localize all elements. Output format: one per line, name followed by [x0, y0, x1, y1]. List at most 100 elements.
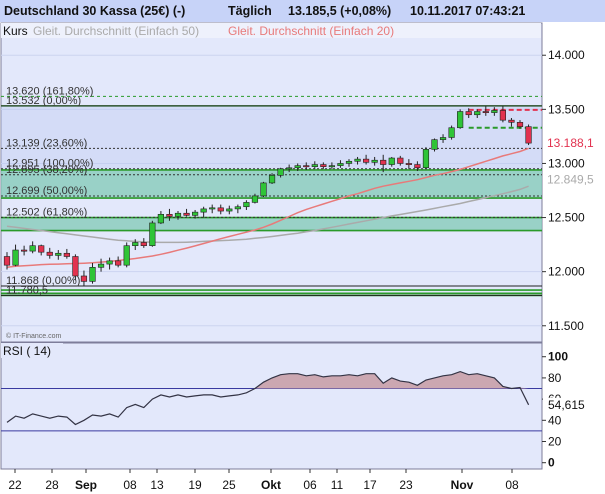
rsi-y-tick-label: 0: [548, 456, 555, 470]
x-tick-label: 28: [45, 478, 59, 492]
candle-body: [474, 111, 481, 116]
candle-body: [260, 182, 267, 197]
candle: [260, 181, 267, 197]
candle-body: [380, 159, 387, 165]
candle: [286, 164, 293, 173]
candle: [20, 245, 28, 256]
price-tag-bg: [543, 172, 605, 187]
candle: [63, 248, 70, 259]
candle-body: [499, 110, 507, 121]
rsi-panel: [0, 342, 543, 470]
candle: [243, 200, 250, 210]
candle: [525, 124, 532, 146]
candle-body: [209, 207, 216, 210]
candle-body: [234, 206, 241, 210]
candle: [414, 161, 421, 172]
price-tag: 12.849,5: [547, 173, 594, 187]
candle-body: [20, 249, 28, 252]
candle-body: [345, 160, 353, 164]
candle: [3, 252, 11, 270]
y-tick-label: 13.000: [548, 156, 585, 170]
candle: [166, 208, 173, 221]
rsi-price-tag-bg: [543, 397, 603, 412]
x-tick-label: 13: [150, 478, 164, 492]
x-tick-label: 25: [222, 478, 236, 492]
candle: [97, 258, 105, 272]
header-datetime: 10.11.2017 07:43:21: [410, 4, 525, 18]
candle: [337, 160, 344, 168]
candle: [29, 241, 36, 254]
candle: [405, 159, 412, 169]
header-quote: 13.185,5 (+0,08%): [288, 4, 391, 18]
candle: [491, 107, 498, 116]
candle: [431, 138, 438, 152]
candle-body: [226, 208, 233, 212]
candle-body: [192, 211, 199, 216]
candle: [200, 206, 207, 218]
candle: [106, 257, 113, 270]
x-tick-label: Okt: [261, 478, 281, 492]
candle: [474, 109, 481, 118]
header-instrument: Deutschland 30 Kassa (25€) (-): [4, 4, 185, 18]
candle: [268, 173, 276, 185]
price-tag-bg: [543, 136, 605, 151]
legend-bar: [1, 23, 541, 38]
legend-sma50: Gleit. Durchschnitt (Einfach 50): [33, 24, 199, 38]
candle: [46, 247, 53, 259]
candle-body: [166, 214, 173, 217]
candle-body: [303, 165, 310, 168]
candle-body: [414, 164, 421, 169]
y-tick-label: 12.000: [548, 265, 585, 279]
x-tick-label: 11: [331, 478, 344, 492]
x-tick-label: 19: [188, 478, 202, 492]
candle: [115, 256, 122, 268]
rsi-label-bg: [1, 343, 63, 358]
candle-body: [268, 175, 276, 184]
candle: [89, 263, 96, 284]
candle: [226, 205, 233, 215]
x-tick-label: Nov: [451, 478, 474, 492]
candle: [457, 109, 464, 129]
price-tag: 13.188,1: [547, 136, 594, 150]
candle-body: [140, 242, 147, 246]
y-tick-label: 14.000: [548, 48, 585, 62]
candle: [72, 254, 79, 281]
candle: [132, 239, 139, 251]
candle: [354, 156, 361, 165]
x-tick-label: 06: [303, 478, 317, 492]
candle-body: [311, 164, 318, 167]
candle: [388, 156, 395, 167]
candle-body: [80, 275, 88, 282]
candle-body: [3, 256, 11, 266]
candle: [320, 162, 327, 169]
rsi-y-tick-label: 100: [548, 350, 568, 364]
candle: [140, 238, 147, 248]
sma50-line: [6, 185, 529, 244]
candle: [516, 120, 524, 129]
rsi-price-tag: 54,615: [548, 398, 585, 412]
header-bar: [0, 0, 605, 22]
candle-body: [243, 202, 250, 208]
sma20-line: [6, 147, 529, 269]
candle-body: [277, 168, 284, 176]
candle: [183, 208, 190, 217]
candle-body: [183, 212, 190, 216]
candle-body: [97, 263, 105, 268]
candle-body: [46, 251, 53, 256]
fib-zone: [1, 169, 542, 199]
candle-body: [55, 252, 62, 256]
candle-body: [286, 167, 293, 170]
fib-level-label: 11.868 (0,00%): [6, 275, 80, 287]
candle-body: [72, 256, 79, 277]
candle-body: [457, 111, 464, 129]
candle-body: [12, 249, 19, 266]
candle: [174, 211, 182, 220]
candle: [251, 193, 259, 204]
candle: [311, 161, 318, 169]
x-tick-label: 08: [123, 478, 137, 492]
candle-body: [115, 260, 122, 266]
candle: [149, 220, 156, 247]
candle-body: [29, 245, 36, 252]
candle-body: [525, 126, 532, 144]
